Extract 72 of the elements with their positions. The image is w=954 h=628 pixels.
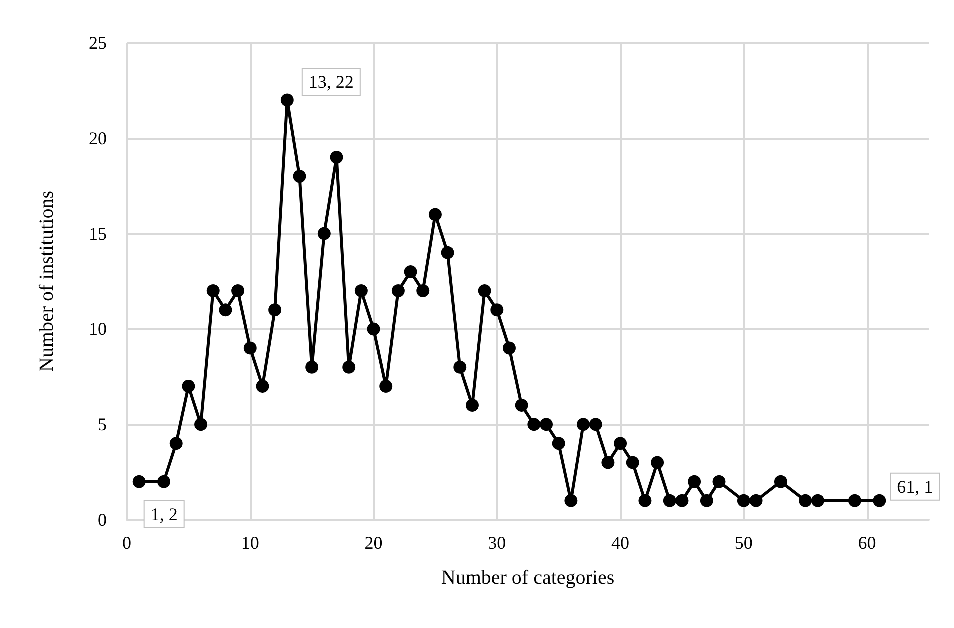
point	[219, 304, 232, 317]
x-tick-label: 30	[488, 533, 506, 553]
x-tick-label: 40	[612, 533, 630, 553]
point	[602, 456, 615, 470]
y-tick-label: 15	[89, 224, 107, 244]
point	[367, 322, 380, 336]
point	[873, 494, 886, 508]
y-tick-label: 5	[98, 414, 107, 435]
point	[490, 304, 504, 317]
point	[318, 227, 331, 240]
point	[404, 265, 418, 278]
point	[528, 418, 541, 432]
point	[577, 418, 590, 432]
point	[466, 399, 479, 412]
x-axis-title: Number of categories	[441, 567, 615, 589]
y-tick-label: 0	[98, 510, 107, 530]
point	[182, 380, 196, 393]
x-tick-label: 10	[241, 533, 260, 553]
point	[651, 456, 664, 470]
annotation: 61, 1	[897, 476, 934, 497]
y-tick-label: 20	[89, 128, 107, 148]
y-axis-title: Number of institutions	[36, 190, 58, 372]
point	[306, 360, 319, 374]
point	[503, 342, 516, 355]
point	[614, 437, 628, 450]
point	[712, 475, 726, 488]
point	[158, 475, 171, 488]
x-tick-label: 20	[364, 533, 383, 553]
point	[454, 360, 467, 374]
point	[848, 494, 862, 508]
point	[232, 284, 245, 298]
point	[774, 475, 788, 488]
point	[194, 418, 208, 432]
point	[737, 494, 750, 508]
point	[589, 418, 602, 432]
point	[552, 437, 566, 450]
y-tick-label: 10	[89, 319, 107, 340]
point	[280, 94, 294, 107]
point	[392, 284, 405, 298]
point	[515, 399, 528, 412]
point	[170, 437, 183, 450]
point	[441, 246, 454, 260]
point	[293, 170, 306, 184]
x-tick-label: 0	[122, 533, 132, 553]
point	[244, 342, 257, 355]
y-tick-label: 25	[89, 33, 107, 53]
point	[811, 494, 824, 508]
point	[354, 284, 368, 298]
point	[799, 494, 812, 508]
point	[676, 494, 689, 508]
point	[638, 494, 652, 508]
point	[700, 494, 714, 508]
x-tick-label: 60	[858, 533, 876, 553]
point	[540, 418, 554, 432]
point	[750, 494, 763, 508]
point	[268, 304, 282, 317]
point	[478, 284, 492, 298]
point	[688, 475, 702, 488]
point	[564, 494, 578, 508]
point	[206, 284, 220, 298]
annotation: 13, 22	[308, 72, 354, 92]
annotation: 1, 2	[150, 504, 178, 524]
point	[428, 208, 442, 222]
point	[380, 380, 393, 393]
point	[416, 284, 430, 298]
point	[342, 360, 356, 374]
point	[132, 475, 146, 488]
point	[626, 456, 640, 470]
point	[330, 150, 344, 164]
point	[256, 380, 270, 393]
x-tick-label: 50	[734, 533, 753, 553]
point	[663, 494, 676, 508]
